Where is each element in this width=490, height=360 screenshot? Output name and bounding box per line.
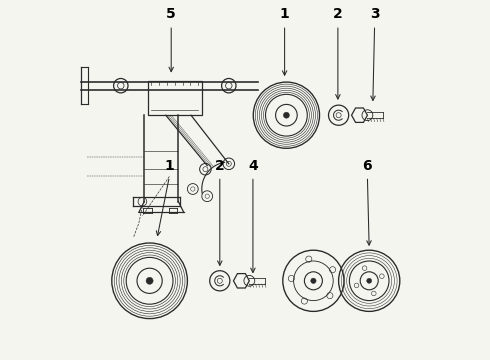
Text: 1: 1 <box>165 159 174 172</box>
Text: 5: 5 <box>166 8 176 21</box>
Text: 2: 2 <box>215 159 225 172</box>
Text: 2: 2 <box>333 8 343 21</box>
Circle shape <box>311 278 316 284</box>
Text: 4: 4 <box>248 159 258 172</box>
Text: 3: 3 <box>370 8 379 21</box>
Text: 1: 1 <box>280 8 290 21</box>
Circle shape <box>367 278 372 283</box>
Circle shape <box>146 277 153 284</box>
Text: 6: 6 <box>363 159 372 172</box>
Circle shape <box>283 112 290 118</box>
